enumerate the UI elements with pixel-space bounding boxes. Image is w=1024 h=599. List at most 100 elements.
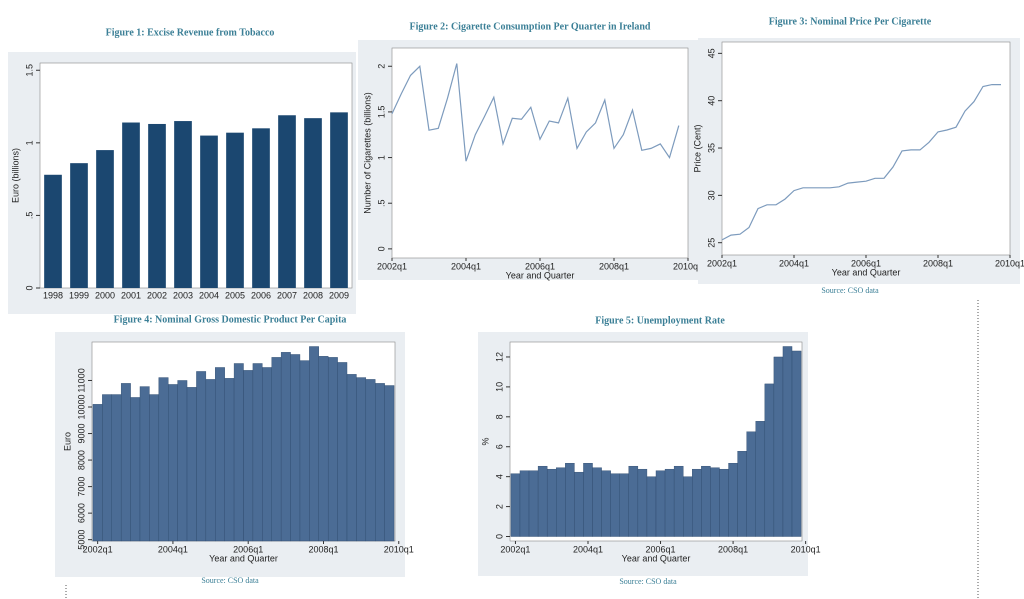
y-tick-label: 1.5 <box>24 64 34 77</box>
y-axis-label: % <box>480 437 490 445</box>
bar <box>262 367 272 542</box>
bar <box>528 470 539 537</box>
bar <box>755 421 766 537</box>
y-tick-label: 11000 <box>76 368 86 392</box>
chart-title: Figure 2: Cigarette Consumption Per Quar… <box>409 21 650 32</box>
x-tick-label: 2002 <box>147 290 167 300</box>
bar <box>196 371 207 542</box>
bar <box>149 394 160 542</box>
bar <box>96 150 114 288</box>
bar <box>304 118 322 289</box>
x-tick-label: 2002q1 <box>707 258 737 268</box>
y-tick-label: 0 <box>376 246 386 251</box>
bar <box>139 386 150 542</box>
y-tick-label: 1.5 <box>376 106 386 119</box>
bar <box>791 350 802 537</box>
bar <box>356 377 367 542</box>
bar <box>92 404 103 542</box>
bar <box>177 380 188 542</box>
y-tick-label: 30 <box>706 190 716 200</box>
bar <box>637 468 648 537</box>
bar <box>215 367 225 542</box>
chart-title: Figure 5: Unemployment Rate <box>595 315 725 326</box>
line <box>391 63 680 162</box>
bar <box>519 470 530 537</box>
x-tick-label: 2006q1 <box>851 258 881 268</box>
bar <box>148 123 166 288</box>
bar <box>701 465 711 537</box>
bar <box>327 357 338 542</box>
x-tick-label: 2010q1 <box>995 258 1024 268</box>
bar <box>70 163 88 288</box>
x-tick-label: 2005 <box>225 290 245 300</box>
x-tick-label: 2002q1 <box>377 261 407 271</box>
y-tick-label: 1 <box>376 155 386 160</box>
plot-area <box>39 62 353 289</box>
bar <box>782 346 793 537</box>
x-tick-label: 2006q1 <box>525 261 555 271</box>
y-axis-label: Euro (billions) <box>10 148 20 203</box>
bar <box>120 383 131 542</box>
source: Source: CSO data <box>821 286 879 295</box>
bar <box>337 362 348 542</box>
x-tick-label: 2002q1 <box>83 544 113 554</box>
bar <box>537 465 548 537</box>
bar <box>111 394 122 542</box>
bar <box>655 470 666 537</box>
bar <box>346 374 357 542</box>
y-axis-label: Number of Cigarettes (billions) <box>362 92 372 214</box>
x-tick-label: 2003 <box>173 290 193 300</box>
y-tick-label: 0 <box>494 534 504 539</box>
x-tick-label: 2010q1 <box>791 544 821 554</box>
y-tick-label: .5 <box>376 199 386 207</box>
x-tick-label: 2004q1 <box>158 544 188 554</box>
bar <box>309 346 319 542</box>
y-axis-label: Price (Cent) <box>692 124 702 172</box>
y-tick-label: 6000 <box>76 503 86 523</box>
bar <box>205 379 216 542</box>
bar <box>130 397 141 542</box>
x-tick-label: 2002q1 <box>500 544 530 554</box>
y-axis-label: Euro <box>62 432 72 451</box>
x-tick-label: 2010q1 <box>673 261 703 271</box>
x-tick-label: 2006q1 <box>646 544 676 554</box>
x-axis-label: Year and Quarter <box>832 267 901 277</box>
bar <box>673 465 684 537</box>
bar <box>583 462 593 537</box>
y-tick-label: 0 <box>24 285 34 290</box>
chart-title: Figure 4: Nominal Gross Domestic Product… <box>114 314 347 325</box>
bar <box>565 462 575 537</box>
x-axis-label: Year and Quarter <box>209 553 278 563</box>
x-tick-label: 2004q1 <box>779 258 809 268</box>
source: Source: CSO data <box>201 576 259 585</box>
bar <box>692 468 702 537</box>
bar <box>628 465 639 537</box>
bar <box>243 370 254 542</box>
y-tick-label: 5000 <box>76 530 86 550</box>
plot-area <box>721 41 1011 256</box>
y-tick-label: 4 <box>494 474 504 479</box>
bar <box>280 352 291 542</box>
x-tick-label: 2004 <box>199 290 219 300</box>
x-tick-label: 2009 <box>329 290 349 300</box>
x-axis-label: Year and Quarter <box>622 553 691 563</box>
y-tick-label: 35 <box>706 143 716 153</box>
bar <box>102 394 112 542</box>
bar <box>200 135 218 288</box>
chart-title: Figure 1: Excise Revenue from Tobacco <box>106 27 275 38</box>
bar <box>664 468 675 537</box>
x-tick-label: 2010q1 <box>384 544 414 554</box>
bar <box>252 363 263 542</box>
bar <box>719 468 729 537</box>
x-tick-label: 2008q1 <box>923 258 953 268</box>
x-tick-label: 2008q1 <box>718 544 748 554</box>
y-tick-label: 10 <box>494 382 504 392</box>
bar <box>365 379 376 542</box>
bar <box>158 377 169 542</box>
bar <box>546 468 557 537</box>
bar <box>556 467 566 537</box>
bar <box>728 462 738 537</box>
plot-area <box>391 47 689 259</box>
y-tick-label: 2 <box>376 64 386 69</box>
x-tick-label: 2007 <box>277 290 297 300</box>
